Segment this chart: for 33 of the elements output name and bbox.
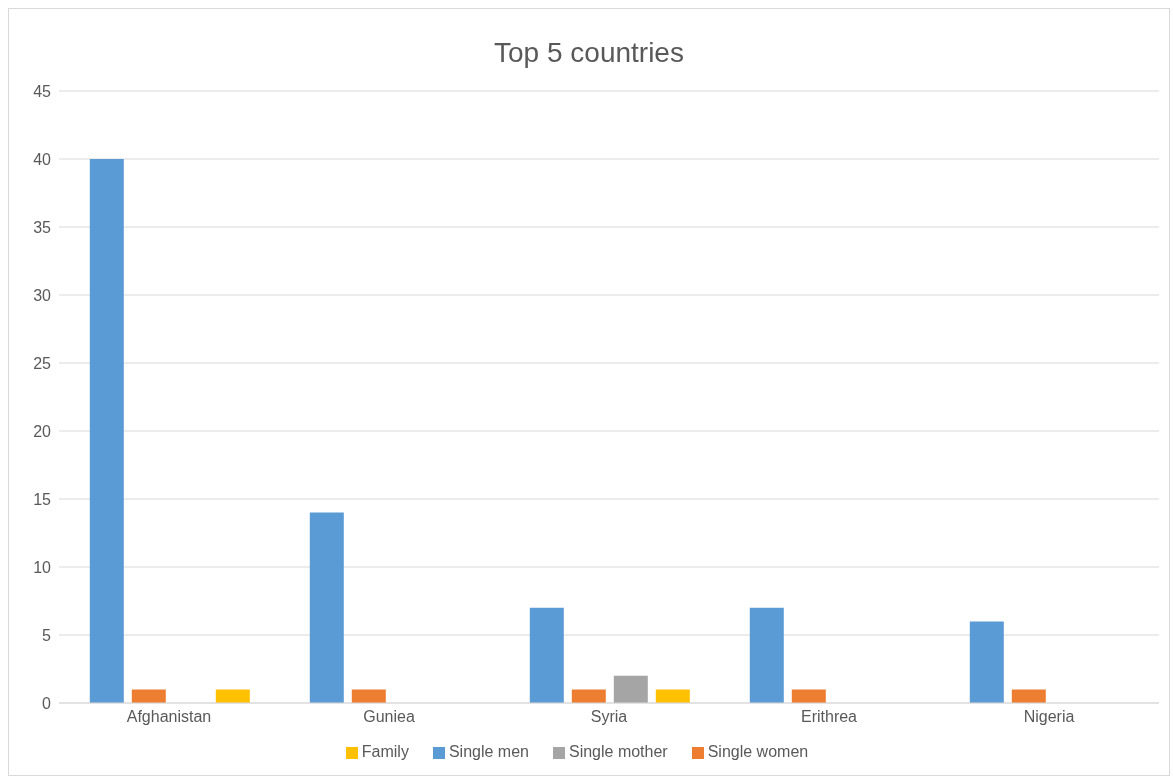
bar [749, 607, 784, 703]
bar [791, 689, 826, 703]
x-tick-label: Syria [590, 708, 628, 726]
y-tick-label: 35 [33, 218, 52, 236]
y-tick-label: 5 [42, 626, 52, 644]
chart-title: Top 5 countries [493, 36, 685, 70]
y-tick-label: 0 [42, 694, 52, 712]
y-tick-label: 15 [33, 490, 52, 508]
bar [131, 689, 166, 703]
legend-label: Single mother [568, 743, 668, 760]
x-tick-label: Erithrea [800, 708, 858, 726]
bar [215, 689, 250, 703]
y-tick-label: 30 [33, 286, 52, 304]
y-tick-label: 40 [33, 150, 52, 168]
y-tick-label: 25 [33, 354, 52, 372]
legend-label: Single women [707, 743, 809, 760]
y-tick-label: 20 [33, 422, 52, 440]
x-tick-label: Guniea [363, 708, 415, 726]
x-tick-label: Afghanistan [126, 708, 212, 726]
bar [529, 607, 564, 703]
bar [969, 621, 1004, 703]
bar [613, 675, 648, 703]
bar [655, 689, 690, 703]
bar [309, 512, 344, 703]
legend-label: Single men [448, 743, 529, 760]
x-tick-label: Nigeria [1023, 708, 1075, 726]
legend-label: Family [361, 743, 409, 760]
y-tick-label: 10 [33, 558, 52, 576]
y-tick-label: 45 [33, 82, 52, 100]
bar [351, 689, 386, 703]
bar [1011, 689, 1046, 703]
bar [571, 689, 606, 703]
bar [89, 159, 124, 703]
